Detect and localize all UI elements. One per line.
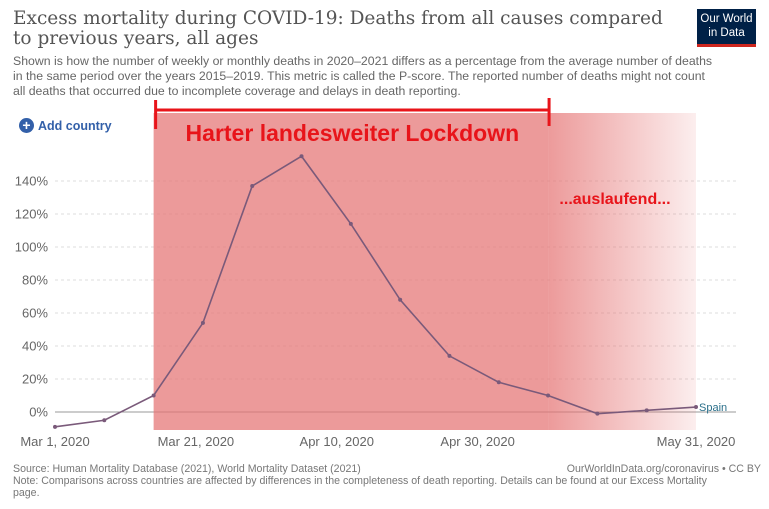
source-link[interactable]: OurWorldInData.org/coronavirus • CC BY [566,463,761,475]
logo-line-2: in Data [708,27,745,39]
phaseout-shade-rect [548,113,696,430]
data-point [398,297,403,302]
data-point [595,411,600,416]
x-axis-ticks: Mar 1, 2020 Mar 21, 2020 Apr 10, 2020 Apr 3… [20,434,735,449]
y-tick-label: 20% [22,372,48,387]
data-point [250,183,255,188]
data-point [299,154,304,159]
data-point [348,221,353,226]
phaseout-label: ...auslaufend... [559,191,670,208]
plus-circle-icon: + [19,118,34,133]
lockdown-shading [153,113,696,430]
y-tick-label: 0% [29,405,48,420]
add-country-label: Add country [38,118,112,133]
lockdown-label: Harter landesweiter Lockdown [186,120,520,146]
y-tick-label: 80% [22,273,48,288]
data-point [694,405,698,410]
y-axis-ticks: 0% 20% 40% 60% 80% 100% 120% 140% [15,174,49,420]
data-point [151,393,156,398]
lockdown-shade-rect [153,113,549,430]
chart-title: Excess mortality during COVID-19: Deaths… [13,8,663,49]
y-tick-label: 60% [22,306,48,321]
source-text: Source: Human Mortality Database (2021),… [13,463,361,475]
series-layer: Spain [53,154,727,429]
data-point [546,393,551,398]
series-line-spain [54,155,697,428]
chart-subtitle: Shown is how the number of weekly or mon… [13,54,713,98]
y-tick-label: 120% [15,207,49,222]
footnote: Note: Comparisons across countries are a… [13,475,707,499]
logo-line-1: Our World [700,13,753,25]
data-point [102,418,107,423]
logo-accent-bar [697,44,756,47]
series-label-spain: Spain [699,402,727,414]
add-country-button[interactable]: + Add country [19,118,112,133]
data-point [53,424,57,429]
y-tick-label: 40% [22,339,48,354]
x-tick-label: Mar 1, 2020 [20,434,89,449]
x-tick-label: Mar 21, 2020 [158,434,235,449]
data-point [200,320,205,325]
annotation-layer: Harter landesweiter Lockdown ...auslaufen… [154,98,671,208]
x-tick-label: Apr 30, 2020 [440,434,514,449]
x-tick-label: Apr 10, 2020 [300,434,374,449]
data-point [496,380,501,385]
y-tick-label: 140% [15,174,49,189]
data-point [644,408,649,413]
x-tick-label: May 31, 2020 [657,434,736,449]
owid-logo[interactable]: Our World in Data [697,9,756,47]
y-tick-label: 100% [15,240,49,255]
data-point [447,353,452,358]
